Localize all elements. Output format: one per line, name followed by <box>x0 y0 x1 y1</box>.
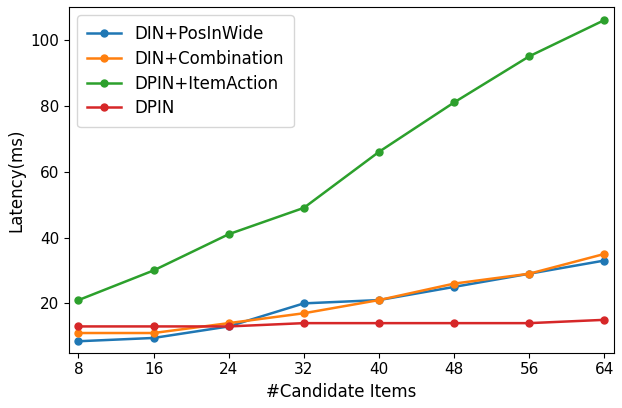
DPIN+ItemAction <box>526 54 533 59</box>
DIN+Combination <box>300 311 307 316</box>
DPIN <box>526 321 533 326</box>
DPIN <box>450 321 458 326</box>
DIN+Combination <box>375 297 383 302</box>
DPIN+ItemAction <box>450 100 458 105</box>
DIN+Combination <box>150 330 157 335</box>
Line: DPIN+ItemAction: DPIN+ItemAction <box>75 17 608 304</box>
DIN+Combination <box>601 251 608 256</box>
DIN+Combination <box>75 330 82 335</box>
DIN+Combination <box>225 321 233 326</box>
DPIN <box>225 324 233 329</box>
X-axis label: #Candidate Items: #Candidate Items <box>266 383 417 401</box>
DPIN <box>150 324 157 329</box>
DIN+Combination <box>450 281 458 286</box>
DIN+PosInWide <box>375 297 383 302</box>
DPIN+ItemAction <box>300 205 307 210</box>
DIN+PosInWide <box>150 335 157 340</box>
DPIN <box>75 324 82 329</box>
DIN+PosInWide <box>526 271 533 276</box>
DIN+PosInWide <box>601 258 608 263</box>
Legend: DIN+PosInWide, DIN+Combination, DPIN+ItemAction, DPIN: DIN+PosInWide, DIN+Combination, DPIN+Ite… <box>77 15 294 127</box>
DPIN+ItemAction <box>150 268 157 273</box>
DPIN+ItemAction <box>225 232 233 237</box>
DPIN <box>300 321 307 326</box>
DIN+PosInWide <box>300 301 307 306</box>
DIN+Combination <box>526 271 533 276</box>
Line: DIN+PosInWide: DIN+PosInWide <box>75 257 608 345</box>
DIN+PosInWide <box>450 284 458 289</box>
Y-axis label: Latency(ms): Latency(ms) <box>7 128 25 232</box>
DPIN <box>375 321 383 326</box>
Line: DPIN: DPIN <box>75 316 608 330</box>
DPIN+ItemAction <box>375 149 383 154</box>
DPIN+ItemAction <box>601 18 608 22</box>
DIN+PosInWide <box>75 339 82 344</box>
DPIN <box>601 317 608 322</box>
DIN+PosInWide <box>225 324 233 329</box>
Line: DIN+Combination: DIN+Combination <box>75 251 608 337</box>
DPIN+ItemAction <box>75 297 82 302</box>
